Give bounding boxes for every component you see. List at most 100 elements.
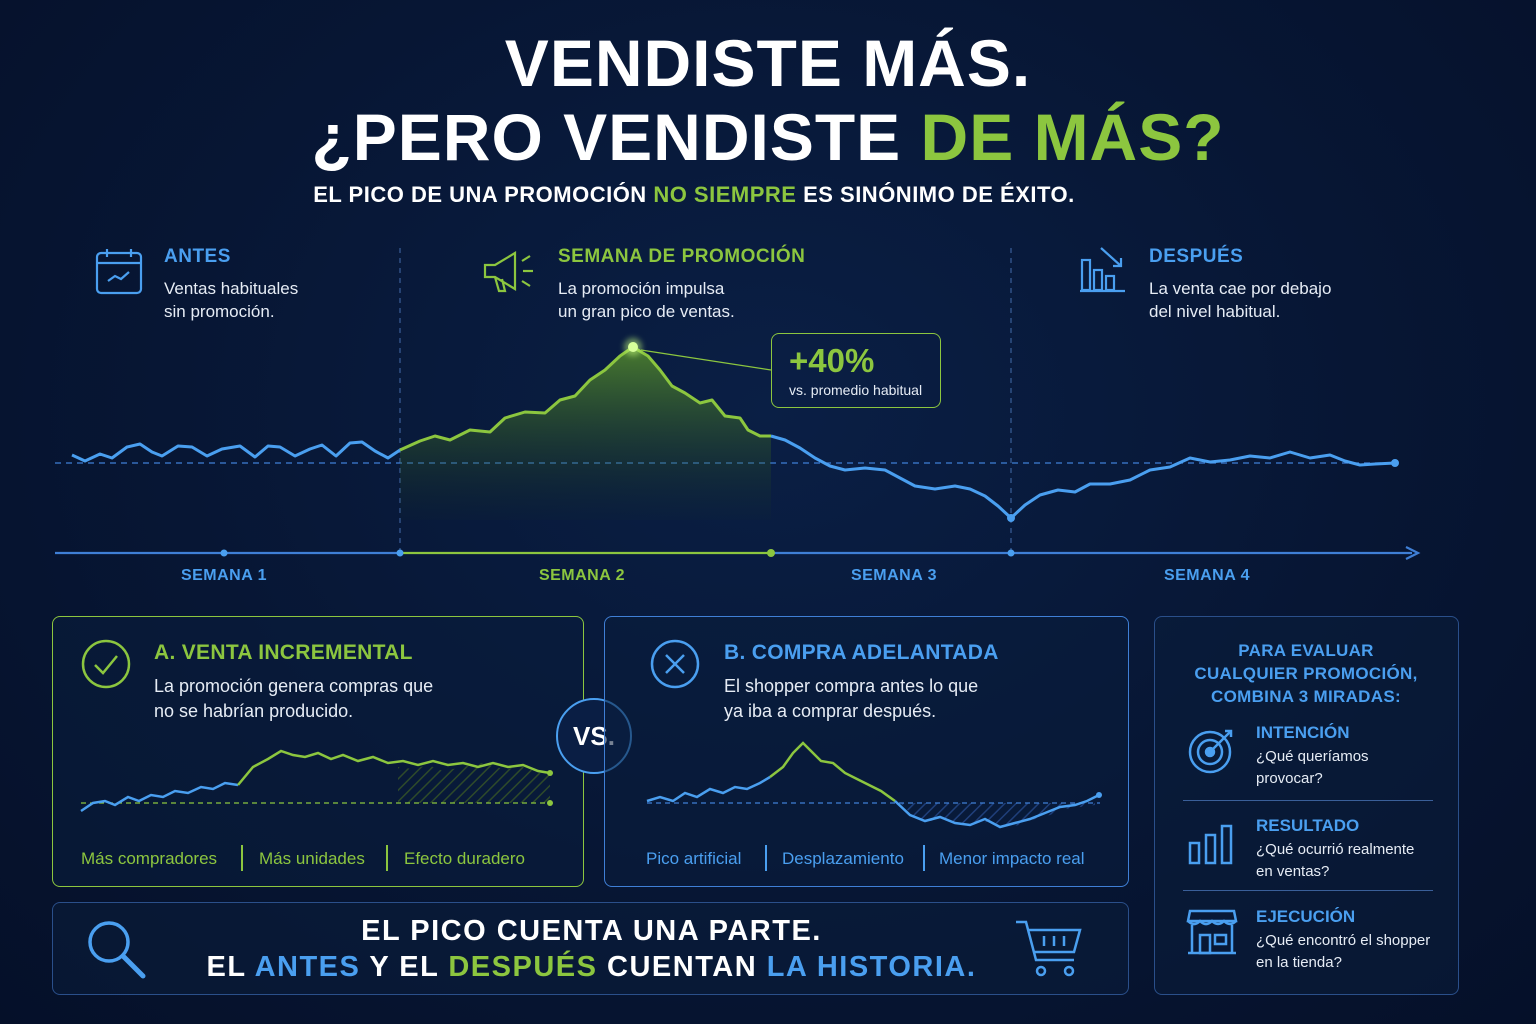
card-a-tag-1: Más compradores [81,849,218,868]
side-item-intencion: INTENCIÓN ¿Qué queríamos provocar? [1256,723,1369,790]
side-item-ejecucion-title: EJECUCIÓN [1256,907,1356,926]
bar-chart-icon [1188,824,1233,865]
card-a-mini-chart [80,749,553,813]
store-icon [1186,909,1238,955]
side-item-ejecucion: EJECUCIÓN ¿Qué encontró el shopper en la … [1256,907,1430,974]
card-a-line-before [80,781,239,813]
bottom-line2-part: EL [206,951,255,983]
title-line1: VENDISTE MÁS. [504,26,1032,100]
promo-area-fill [400,347,771,520]
sales-line-before [71,440,401,463]
subtitle-part1: EL PICO DE UNA PROMOCIÓN [313,182,654,207]
section-promocion-desc: La promoción impulsa un gran pico de vent… [558,277,805,323]
axis-arrow [1405,546,1421,560]
card-a-end-dot [547,770,553,776]
peak-marker [628,342,638,352]
subtitle-highlight: NO SIEMPRE [653,182,797,207]
section-antes-desc-line2: sin promoción. [164,302,275,321]
trough-marker [1007,514,1015,522]
card-a-line-promo [237,749,551,786]
section-antes-desc-line1: Ventas habituales [164,279,299,298]
card-b-tag-2: Desplazamiento [782,849,904,868]
side-item-resultado-desc: ¿Qué ocurrió realmente en ventas? [1256,839,1414,883]
section-despues-desc-line1: La venta cae por debajo [1149,279,1332,298]
week-label-3: SEMANA 3 [850,567,938,584]
week-label-1: SEMANA 1 [180,567,268,584]
bottom-line2-part: Y EL [360,951,449,983]
x-circle-icon [650,639,700,689]
card-a-desc-line1: La promoción genera compras que [154,676,434,696]
callout-label: vs. promedio habitual [789,382,923,398]
card-b-tag-3: Menor impacto real [939,849,1085,868]
callout-value: +40% [789,342,875,379]
card-b-end-dot [1096,792,1102,798]
section-antes-title: ANTES [164,246,231,267]
card-incremental: A. VENTA INCREMENTAL La promoción genera… [52,616,584,887]
shopping-cart-icon [1016,920,1082,977]
axis-dot [220,549,228,557]
card-b-desc-line2: ya iba a comprar después. [724,701,937,721]
section-despues-title: DESPUÉS [1149,246,1244,267]
side-item-ejecucion-desc: ¿Qué encontró el shopper en la tienda? [1256,930,1430,974]
card-a-separator [241,845,243,871]
card-a-separator [386,845,388,871]
peak-callout: +40% vs. promedio habitual [771,333,941,408]
subtitle: EL PICO DE UNA PROMOCIÓN NO SIEMPRE ES S… [0,182,1388,208]
bottom-line2-part: CUENTAN [597,951,767,983]
card-b-separator [765,845,767,871]
card-a-tag-3: Efecto duradero [404,849,525,868]
side-item-resultado-desc-line1: ¿Qué ocurrió realmente [1256,841,1415,858]
card-a-desc-line2: no se habrían producido. [154,701,354,721]
card-b-separator [923,845,925,871]
section-despues: DESPUÉS La venta cae por debajo del nivel… [1149,246,1331,323]
card-b-line-after [894,793,1100,829]
evaluation-panel: PARA EVALUAR CUALQUIER PROMOCIÓN, COMBINA … [1154,616,1459,995]
card-a-hatch [398,763,550,803]
section-promocion: SEMANA DE PROMOCIÓN La promoción impulsa… [558,246,805,323]
side-item-resultado-desc-line2: en ventas? [1256,863,1330,880]
sales-timeline-chart [55,248,1421,560]
card-a-baseline-dot [547,800,553,806]
bottom-line2-part: ANTES [254,951,361,983]
check-circle-icon [81,639,131,689]
section-antes: ANTES Ventas habituales sin promoción. [164,246,298,323]
card-b-mini-chart [646,741,1102,829]
side-title-line2: CUALQUIER PROMOCIÓN, [1194,664,1418,683]
magnifier-icon [88,921,146,979]
bottom-banner: EL PICO CUENTA UNA PARTE. EL ANTES Y EL … [52,902,1129,995]
axis-dot [767,549,775,557]
bottom-line1: EL PICO CUENTA UNA PARTE. [361,915,822,947]
side-divider [1183,800,1433,801]
axis-dot [396,549,404,557]
title-line2-prefix: ¿PERO VENDISTE [311,100,921,174]
side-item-resultado-title: RESULTADO [1256,816,1360,835]
side-item-intencion-title: INTENCIÓN [1256,723,1350,742]
evaluation-panel-title: PARA EVALUAR CUALQUIER PROMOCIÓN, COMBINA … [1155,639,1457,708]
card-b-line-promo [769,741,896,803]
side-divider [1183,890,1433,891]
subtitle-part2: ES SINÓNIMO DE ÉXITO. [796,182,1075,207]
side-item-ejecucion-desc-line2: en la tienda? [1256,954,1342,971]
section-promocion-desc-line2: un gran pico de ventas. [558,302,735,321]
target-icon [1188,729,1233,774]
card-b-hatch [900,803,1095,827]
bottom-line2: EL ANTES Y EL DESPUÉS CUENTAN LA HISTORI… [53,951,1130,984]
side-item-intencion-desc-line2: provocar? [1256,770,1323,787]
side-item-intencion-desc-line1: ¿Qué queríamos [1256,748,1369,765]
bottom-line2-part: LA HISTORIA. [766,951,977,983]
section-despues-desc-line2: del nivel habitual. [1149,302,1281,321]
side-item-intencion-desc: ¿Qué queríamos provocar? [1256,746,1369,790]
week-label-2: SEMANA 2 [538,567,626,584]
card-b-tag-1: Pico artificial [646,849,742,868]
sales-line-promo [399,345,771,452]
calendar-icon [95,248,145,303]
declining-bars-icon [1079,246,1129,301]
megaphone-icon [481,247,541,302]
title-line2: ¿PERO VENDISTE DE MÁS? [0,104,1536,170]
side-title-line3: COMBINA 3 MIRADAS: [1211,687,1401,706]
sales-line-after [770,434,1396,520]
end-marker [1391,459,1399,467]
card-a-desc: La promoción genera compras que no se hab… [154,674,433,724]
section-antes-desc: Ventas habituales sin promoción. [164,277,298,323]
bottom-line2-part: DESPUÉS [448,951,598,983]
